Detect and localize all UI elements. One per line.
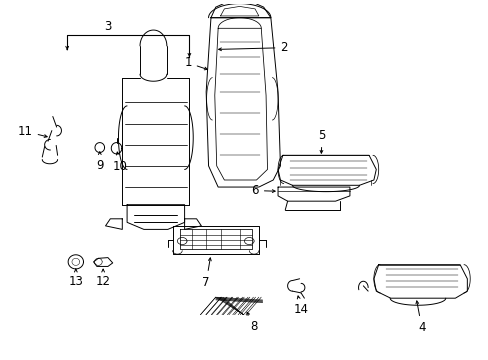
Text: 12: 12 <box>96 269 110 288</box>
Text: 14: 14 <box>293 296 308 316</box>
Text: 5: 5 <box>318 129 325 153</box>
Text: 2: 2 <box>218 41 287 54</box>
Text: 8: 8 <box>246 312 257 333</box>
Text: 7: 7 <box>202 258 211 289</box>
Text: 3: 3 <box>104 19 111 32</box>
Text: 11: 11 <box>18 125 47 138</box>
Text: 4: 4 <box>415 301 425 334</box>
Text: 13: 13 <box>68 269 83 288</box>
Text: 9: 9 <box>96 152 103 172</box>
Text: 10: 10 <box>112 152 127 172</box>
Text: 6: 6 <box>251 184 275 197</box>
Text: 1: 1 <box>184 57 207 70</box>
